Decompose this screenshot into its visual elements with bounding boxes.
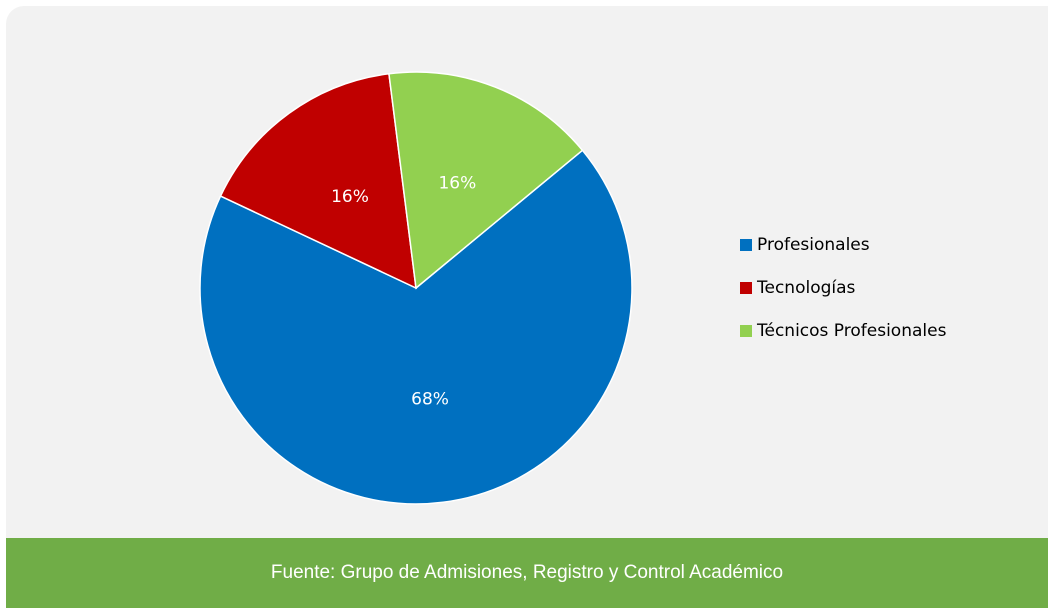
pie-slice <box>219 72 417 290</box>
legend-label: Técnicos Profesionales <box>756 321 947 341</box>
legend-swatch <box>740 282 752 294</box>
data-label: 16% <box>438 174 476 194</box>
legend-label: Profesionales <box>757 235 870 255</box>
legend-label: Tecnologías <box>756 278 856 298</box>
legend-swatch <box>740 239 752 251</box>
pie-slice <box>388 71 584 290</box>
chart-card: 68% 16% 16% Profesionales Tecnologías Técnico… <box>6 6 1048 608</box>
chart: 68% 16% 16% Profesionales Tecnologías Técnico… <box>199 71 947 505</box>
source-note: Fuente: Grupo de Admisiones, Registro y … <box>6 538 1048 608</box>
pie-slice <box>199 149 633 505</box>
data-label: 16% <box>331 187 369 207</box>
data-label: 68% <box>411 389 449 409</box>
legend-swatch <box>740 325 752 337</box>
